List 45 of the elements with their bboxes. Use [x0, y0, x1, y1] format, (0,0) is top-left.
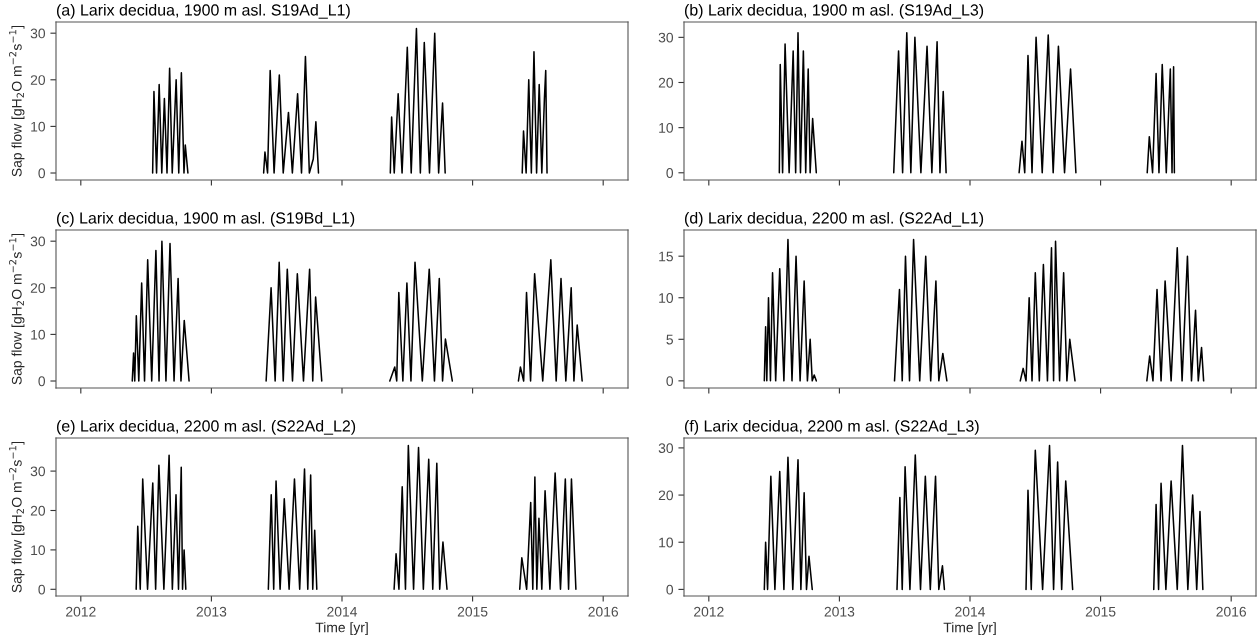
y-axis-title: Sap flow [gH$_{2}$O m$^{−2}$s$^{−1}$] [9, 233, 25, 385]
y-tick-label: 10 [31, 545, 46, 556]
x-tick-label: 2013 [196, 606, 227, 617]
chart-title: (f) Larix decidua, 2200 m asl. (S22Ad_L3) [684, 419, 979, 435]
y-tick-label: 30 [658, 32, 674, 43]
y-tick-label: 30 [30, 236, 46, 247]
y-tick-label: 30 [30, 466, 46, 477]
y-tick-label: 15 [659, 251, 673, 262]
y-tick-label: 0 [666, 376, 674, 387]
y-tick-label: 20 [658, 490, 674, 501]
y-tick-label: 20 [30, 505, 46, 516]
y-tick-label: 5 [666, 334, 673, 345]
x-tick-label: 2015 [457, 606, 488, 617]
chart-title: (b) Larix decidua, 1900 m asl. (S19Ad_L3) [684, 3, 984, 19]
y-tick-label: 0 [38, 168, 46, 179]
y-tick-label: 20 [30, 283, 46, 293]
y-tick-label: 20 [658, 77, 674, 88]
y-tick-label: 10 [659, 122, 674, 133]
y-tick-label: 10 [659, 293, 674, 303]
y-tick-label: 30 [30, 28, 46, 39]
x-tick-label: 2014 [327, 606, 358, 617]
chart-title: (d) Larix decidua, 2200 m asl. (S22Ad_L1) [684, 211, 984, 227]
x-tick-label: 2016 [588, 606, 619, 617]
x-tick-label: 2012 [66, 606, 96, 617]
x-tick-label: 2012 [694, 606, 724, 617]
x-tick-label: 2016 [1216, 606, 1247, 617]
x-tick-label: 2014 [955, 606, 986, 617]
y-axis-title: Sap flow [gH$_{2}$O m$^{−2}$s$^{−1}$] [9, 441, 25, 593]
y-tick-label: 30 [658, 443, 674, 454]
chart-title: (a) Larix decidua, 1900 m asl. S19Ad_L1) [56, 3, 350, 19]
y-tick-label: 0 [38, 584, 46, 595]
y-tick-label: 0 [38, 376, 46, 387]
y-tick-label: 10 [31, 329, 46, 340]
x-tick-label: 2015 [1085, 606, 1116, 617]
x-axis-title: Time [yr] [943, 622, 996, 636]
y-tick-label: 0 [666, 168, 674, 178]
y-tick-label: 10 [659, 537, 674, 548]
x-axis-title: Time [yr] [315, 622, 368, 636]
x-tick-label: 2013 [824, 606, 855, 617]
chart-title: (c) Larix decidua, 1900 m asl. (S19Bd_L1) [56, 211, 355, 227]
chart-title: (e) Larix decidua, 2200 m asl. (S22Ad_L2) [56, 419, 356, 435]
y-tick-label: 20 [30, 75, 46, 85]
y-tick-label: 10 [31, 121, 46, 132]
y-axis-title: Sap flow [gH$_{2}$O m$^{−2}$s$^{−1}$] [9, 25, 25, 177]
y-tick-label: 0 [666, 584, 674, 595]
